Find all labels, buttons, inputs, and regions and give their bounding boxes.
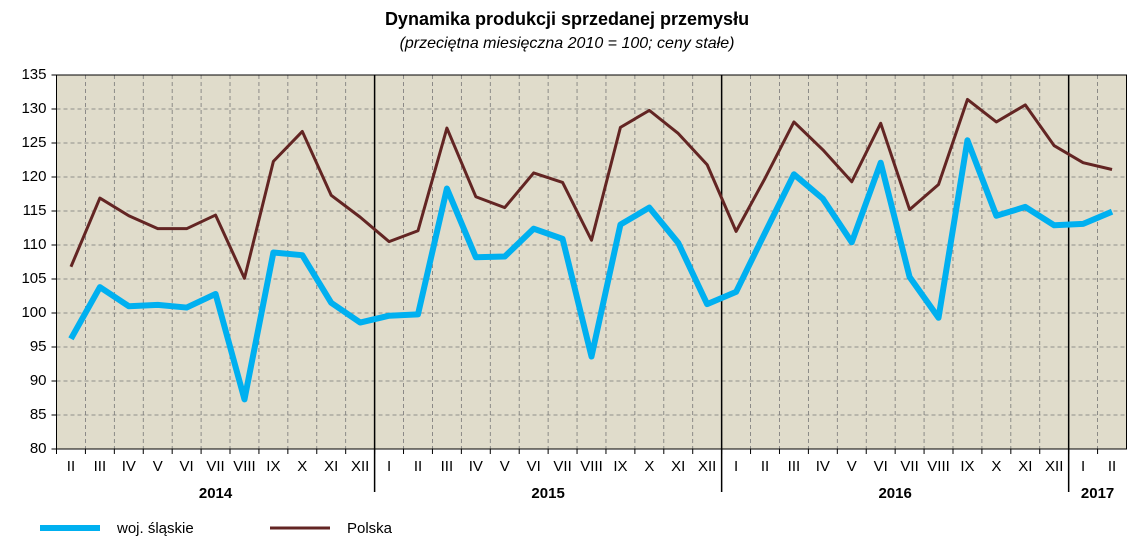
x-tick-label: II xyxy=(67,458,75,475)
y-tick-label: 125 xyxy=(21,134,46,151)
x-group-label: 2015 xyxy=(531,485,564,502)
x-tick-label: IX xyxy=(266,458,280,475)
x-tick-label: V xyxy=(847,458,857,475)
x-tick-label: XII xyxy=(1045,458,1063,475)
x-tick-label: IV xyxy=(816,458,830,475)
x-tick-label: VIII xyxy=(580,458,603,475)
y-tick-label: 130 xyxy=(21,100,46,117)
x-tick-label: IV xyxy=(122,458,136,475)
y-tick-label: 100 xyxy=(21,304,46,321)
x-tick-label: VIII xyxy=(233,458,256,475)
x-tick-label: XII xyxy=(698,458,716,475)
y-tick-label: 90 xyxy=(30,372,47,389)
y-tick-label: 135 xyxy=(21,66,46,83)
y-tick-label: 85 xyxy=(30,406,47,423)
x-tick-label: VII xyxy=(206,458,224,475)
x-tick-label: V xyxy=(153,458,163,475)
y-tick-label: 95 xyxy=(30,338,47,355)
x-group-label: 2016 xyxy=(878,485,911,502)
x-tick-label: VII xyxy=(900,458,918,475)
y-tick-label: 105 xyxy=(21,270,46,287)
chart-title: Dynamika produkcji sprzedanej przemysłu xyxy=(385,9,749,29)
x-tick-label: IV xyxy=(469,458,483,475)
x-tick-label: X xyxy=(297,458,307,475)
plot-area xyxy=(56,75,1127,449)
x-tick-label: IX xyxy=(960,458,974,475)
x-tick-label: IX xyxy=(613,458,627,475)
x-tick-label: V xyxy=(500,458,510,475)
y-tick-label: 115 xyxy=(23,202,47,219)
x-tick-label: XI xyxy=(1018,458,1032,475)
y-tick-label: 120 xyxy=(21,168,46,185)
x-tick-label: III xyxy=(441,458,454,475)
x-tick-label: II xyxy=(414,458,422,475)
x-group-label: 2017 xyxy=(1081,485,1114,502)
x-tick-label: I xyxy=(734,458,738,475)
x-tick-label: II xyxy=(761,458,769,475)
x-tick-label: III xyxy=(94,458,107,475)
x-tick-label: III xyxy=(788,458,801,475)
x-tick-label: VII xyxy=(553,458,571,475)
x-tick-label: VI xyxy=(180,458,194,475)
y-tick-label: 80 xyxy=(30,440,47,457)
y-tick-label: 110 xyxy=(23,236,47,253)
x-tick-label: II xyxy=(1108,458,1116,475)
x-tick-label: XII xyxy=(351,458,369,475)
x-tick-label: X xyxy=(644,458,654,475)
series-line xyxy=(69,97,1113,280)
x-tick-label: XI xyxy=(671,458,685,475)
x-tick-label: I xyxy=(387,458,391,475)
x-group-label: 2014 xyxy=(199,485,233,502)
x-tick-label: VI xyxy=(874,458,888,475)
chart-subtitle: (przeciętna miesięczna 2010 = 100; ceny … xyxy=(400,35,735,52)
x-tick-label: XI xyxy=(324,458,338,475)
x-tick-label: VI xyxy=(527,458,541,475)
series-line xyxy=(68,137,1114,403)
legend-label: Polska xyxy=(347,520,393,537)
x-tick-label: I xyxy=(1081,458,1085,475)
x-tick-label: VIII xyxy=(927,458,950,475)
plot-border xyxy=(56,74,1127,450)
legend-label: woj. śląskie xyxy=(116,520,194,537)
x-tick-label: X xyxy=(991,458,1001,475)
